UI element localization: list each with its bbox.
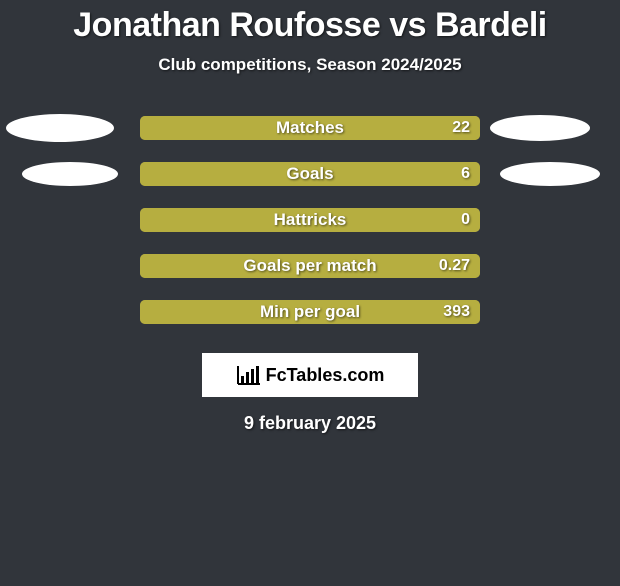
left-ellipse bbox=[6, 114, 114, 142]
stat-bar: Min per goal393 bbox=[140, 300, 480, 324]
stat-label: Goals bbox=[140, 162, 480, 186]
brand-logo-box: FcTables.com bbox=[202, 353, 418, 397]
stat-label: Goals per match bbox=[140, 254, 480, 278]
stat-value: 393 bbox=[443, 300, 470, 324]
stat-bar: Matches22 bbox=[140, 116, 480, 140]
stat-value: 22 bbox=[452, 116, 470, 140]
footer-date: 9 february 2025 bbox=[0, 413, 620, 434]
stat-row: Goals per match0.27 bbox=[0, 243, 620, 289]
stat-bar: Goals per match0.27 bbox=[140, 254, 480, 278]
stat-row: Hattricks0 bbox=[0, 197, 620, 243]
stat-row: Matches22 bbox=[0, 105, 620, 151]
page-subtitle: Club competitions, Season 2024/2025 bbox=[0, 55, 620, 75]
stat-bar: Goals6 bbox=[140, 162, 480, 186]
stat-value: 0.27 bbox=[439, 254, 470, 278]
stat-value: 6 bbox=[461, 162, 470, 186]
stat-bar: Hattricks0 bbox=[140, 208, 480, 232]
right-ellipse bbox=[490, 115, 590, 141]
stat-label: Min per goal bbox=[140, 300, 480, 324]
stat-rows: Matches22 Goals6 Hattricks0 Goals per match… bbox=[0, 105, 620, 335]
stat-value: 0 bbox=[461, 208, 470, 232]
brand-logo-text: FcTables.com bbox=[266, 365, 385, 386]
bar-chart-icon bbox=[236, 364, 262, 386]
stat-label: Matches bbox=[140, 116, 480, 140]
page-title: Jonathan Roufosse vs Bardeli bbox=[0, 6, 620, 45]
left-ellipse bbox=[22, 162, 118, 186]
brand-logo: FcTables.com bbox=[236, 364, 385, 386]
stat-row: Min per goal393 bbox=[0, 289, 620, 335]
stat-label: Hattricks bbox=[140, 208, 480, 232]
right-ellipse bbox=[500, 162, 600, 186]
stat-row: Goals6 bbox=[0, 151, 620, 197]
